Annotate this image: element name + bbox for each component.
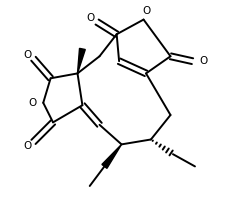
Text: O: O [87, 13, 95, 23]
Text: O: O [200, 56, 208, 66]
Text: O: O [23, 141, 31, 151]
Text: O: O [28, 98, 36, 108]
Polygon shape [102, 144, 122, 168]
Polygon shape [78, 48, 85, 73]
Text: O: O [142, 6, 150, 16]
Text: O: O [23, 50, 31, 60]
